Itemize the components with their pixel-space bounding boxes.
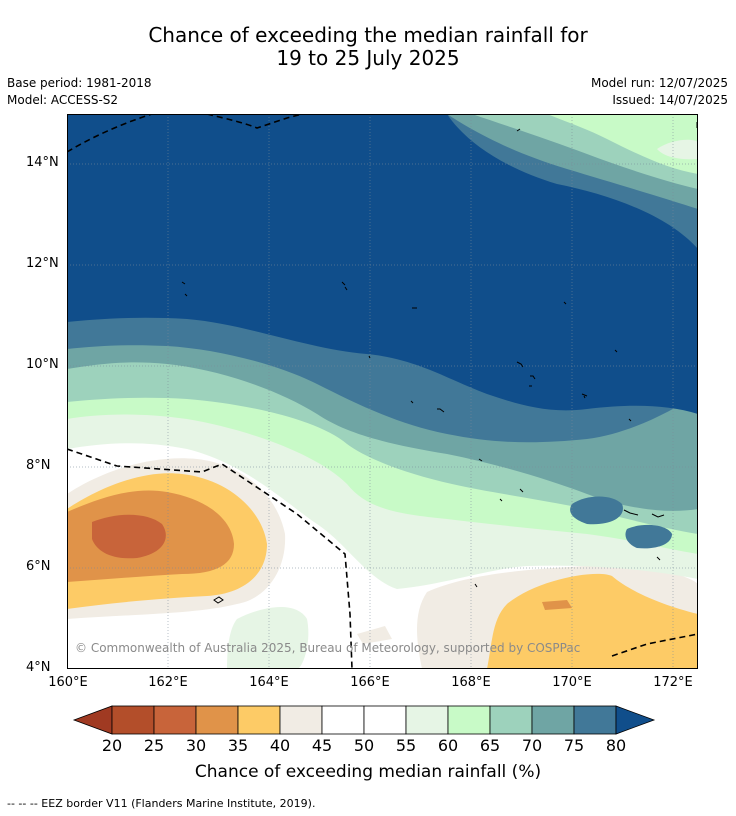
- colorbar-cell: [447, 705, 491, 735]
- colorbar-cell: [321, 705, 365, 735]
- colorbar-tick-label: 35: [227, 736, 249, 755]
- copyright-notice: © Commonwealth of Australia 2025, Bureau…: [75, 641, 581, 655]
- chart-title-line1: Chance of exceeding the median rainfall …: [148, 23, 588, 47]
- contour-35-band-se: [542, 600, 572, 610]
- lat-label-8n: 8°N: [26, 458, 51, 473]
- lat-label-4n: 4°N: [26, 660, 51, 675]
- lon-label-172e: 172°E: [653, 675, 693, 690]
- colorbar-cell: [111, 705, 155, 735]
- contour-60-band: [67, 382, 698, 554]
- map-gridlines: [67, 114, 698, 669]
- colorbar-tick-label: 45: [311, 736, 333, 755]
- lat-label-6n: 6°N: [26, 559, 51, 574]
- lon-label-164e: 164°E: [249, 675, 289, 690]
- contour-55-blob-south: [227, 606, 309, 669]
- model-run-date: Model run: 12/07/2025: [590, 76, 728, 90]
- colorbar-cell: [363, 705, 407, 735]
- colorbar-cell: [489, 705, 533, 735]
- lat-label-14n: 14°N: [26, 155, 59, 170]
- model-name: Model: ACCESS-S2: [7, 93, 119, 107]
- colorbar-tick-label: 80: [605, 736, 627, 755]
- base-period: Base period: 1981-2018: [7, 76, 152, 90]
- colorbar: [72, 705, 656, 735]
- contour-30-band-west: [92, 514, 166, 559]
- lon-label-160e: 160°E: [48, 675, 88, 690]
- colorbar-cell: [195, 705, 239, 735]
- lon-label-168e: 168°E: [451, 675, 491, 690]
- lat-label-12n: 12°N: [26, 256, 59, 271]
- colorbar-cell: [573, 705, 617, 735]
- colorbar-cell: [405, 705, 449, 735]
- colorbar-extend-low: [72, 705, 113, 735]
- colorbar-extend-high: [615, 705, 656, 735]
- colorbar-tick-label: 75: [563, 736, 585, 755]
- colorbar-title: Chance of exceeding median rainfall (%): [194, 762, 542, 782]
- islands: [181, 122, 698, 604]
- colorbar-tick-label: 65: [479, 736, 501, 755]
- contour-80-core: [67, 114, 698, 414]
- lon-label-170e: 170°E: [552, 675, 592, 690]
- eez-footnote: -- -- -- EEZ border V11 (Flanders Marine…: [7, 797, 316, 810]
- lon-label-162e: 162°E: [148, 675, 188, 690]
- colorbar-tick-label: 20: [101, 736, 123, 755]
- colorbar-tick-label: 40: [269, 736, 291, 755]
- colorbar-tick-label: 30: [185, 736, 207, 755]
- colorbar-cell: [279, 705, 323, 735]
- eez-borders: [67, 114, 698, 669]
- colorbar-tick-label: 55: [395, 736, 417, 755]
- contour-65-band: [67, 352, 698, 534]
- contour-60-band-ne: [547, 114, 698, 174]
- contour-55-patch-ne: [657, 139, 698, 160]
- contour-45-blob-south: [357, 626, 392, 644]
- colorbar-tick-label: 70: [521, 736, 543, 755]
- rainfall-map: [67, 114, 698, 669]
- issued-date: Issued: 14/07/2025: [612, 93, 728, 107]
- chart-title-line2: 19 to 25 July 2025: [276, 46, 460, 70]
- contour-75-patch-se: [570, 496, 623, 525]
- colorbar-cell: [531, 705, 575, 735]
- contour-75-patch-se2: [625, 524, 672, 549]
- lat-label-10n: 10°N: [26, 357, 59, 372]
- colorbar-tick-label: 50: [353, 736, 375, 755]
- lon-label-166e: 166°E: [350, 675, 390, 690]
- colorbar-cell: [237, 705, 281, 735]
- colorbar-tick-label: 60: [437, 736, 459, 755]
- colorbar-cell: [153, 705, 197, 735]
- colorbar-tick-label: 25: [143, 736, 165, 755]
